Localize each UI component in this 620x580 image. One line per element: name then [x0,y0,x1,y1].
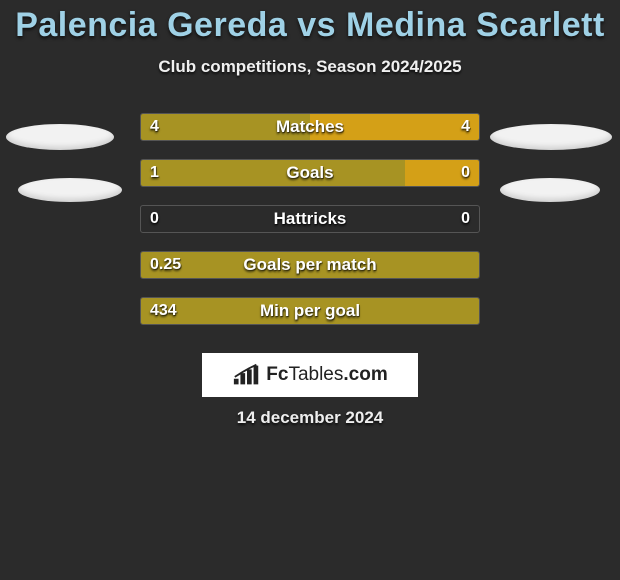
stat-row: 434Min per goal [0,288,620,334]
bar-left [141,114,310,140]
stat-value-left: 0 [150,205,159,233]
branding-fc: Fc [266,364,288,385]
branding-logo: FcTables.com [202,353,418,397]
bar-left [141,298,479,324]
page-title: Palencia Gereda vs Medina Scarlett [0,0,620,45]
stat-value-right: 4 [461,113,470,141]
bar-track [140,205,480,233]
stat-value-left: 1 [150,159,159,187]
stat-row: 0.25Goals per match [0,242,620,288]
branding-text: FcTables.com [266,364,387,386]
bar-track [140,297,480,325]
stat-row: 44Matches [0,104,620,150]
stat-value-left: 434 [150,297,177,325]
bar-track [140,113,480,141]
date-label: 14 december 2024 [0,408,620,428]
branding-tables: Tables [288,364,343,385]
bar-right [310,114,479,140]
branding-suffix: .com [343,364,387,385]
bar-left [141,160,405,186]
comparison-card: Palencia Gereda vs Medina Scarlett Club … [0,0,620,580]
bar-left [141,252,479,278]
chart-icon [232,363,262,387]
stat-value-left: 4 [150,113,159,141]
subtitle: Club competitions, Season 2024/2025 [0,57,620,77]
stat-value-left: 0.25 [150,251,181,279]
stat-row: 10Goals [0,150,620,196]
stat-value-right: 0 [461,205,470,233]
bar-track [140,251,480,279]
stat-value-right: 0 [461,159,470,187]
stat-row: 00Hattricks [0,196,620,242]
bar-track [140,159,480,187]
